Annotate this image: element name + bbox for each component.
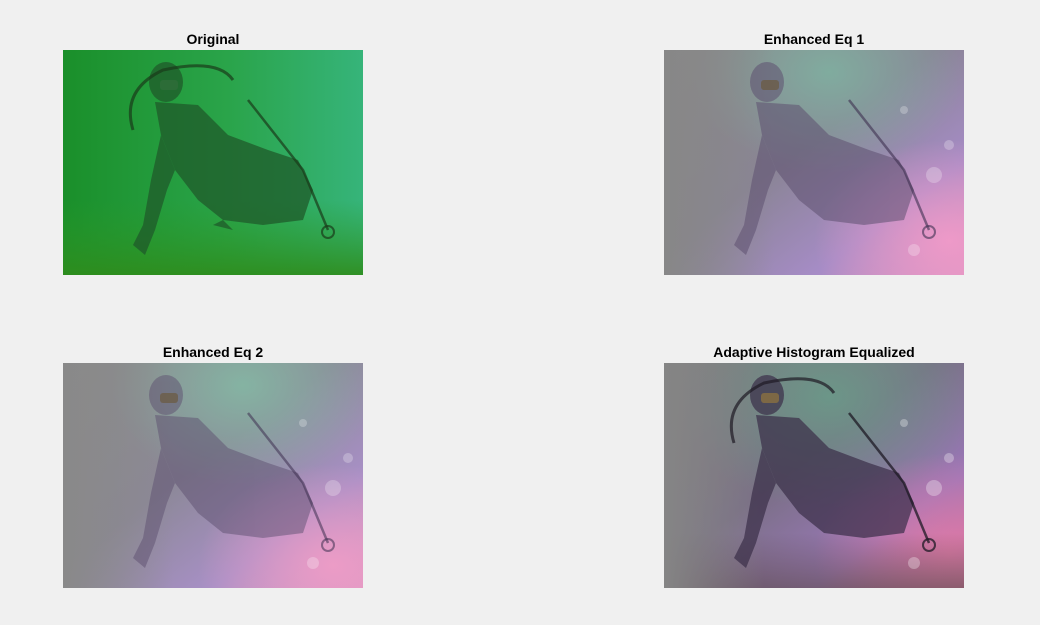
panel-title-enhanced-eq-1: Enhanced Eq 1: [763, 31, 865, 47]
image-enhanced-eq-1: [664, 50, 964, 275]
image-enhanced-eq-2: [63, 363, 363, 588]
image-adaptive-histogram-equalized: [664, 363, 964, 588]
image-original: [63, 50, 363, 275]
panel-title-original: Original: [186, 31, 240, 47]
panel-title-adaptive-histogram-equalized: Adaptive Histogram Equalized: [713, 344, 915, 360]
panel-title-enhanced-eq-2: Enhanced Eq 2: [162, 344, 264, 360]
